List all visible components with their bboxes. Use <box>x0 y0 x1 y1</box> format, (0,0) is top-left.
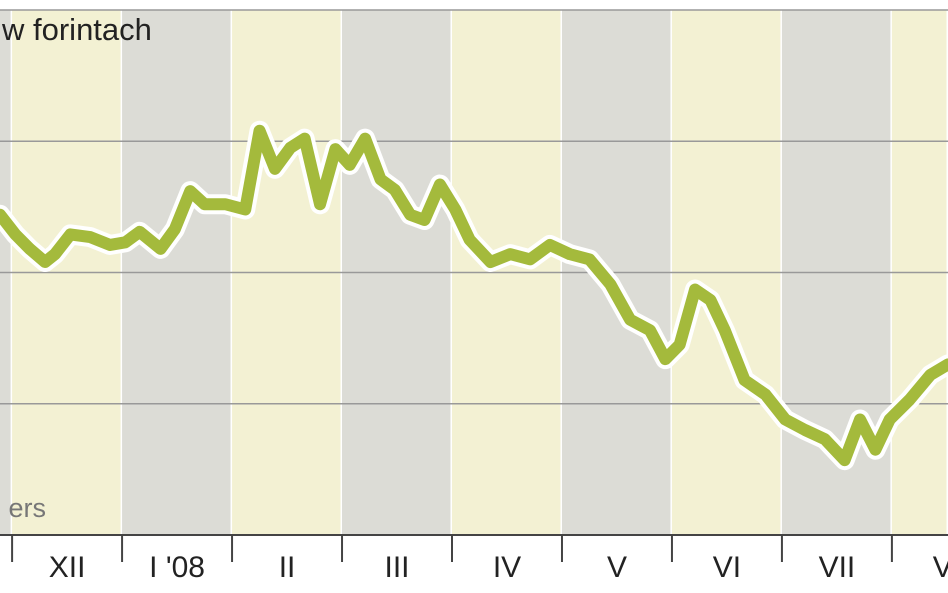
chart-title: w forintach <box>1 12 152 47</box>
lines <box>0 120 948 471</box>
x-tick-label: IV <box>493 551 521 584</box>
x-tick-label: VI <box>713 551 741 584</box>
x-tick-label: III <box>385 551 410 584</box>
x-tick-label: V <box>607 551 627 584</box>
x-tick-label: VII <box>819 551 856 584</box>
x-tick-label: XII <box>49 551 86 584</box>
grid <box>0 9 948 405</box>
x-tick-label: I '08 <box>149 551 205 584</box>
x-tick-label: II <box>279 551 296 584</box>
source: ers <box>8 493 46 523</box>
line <box>0 124 948 467</box>
x-tick-label: VI <box>933 551 948 584</box>
